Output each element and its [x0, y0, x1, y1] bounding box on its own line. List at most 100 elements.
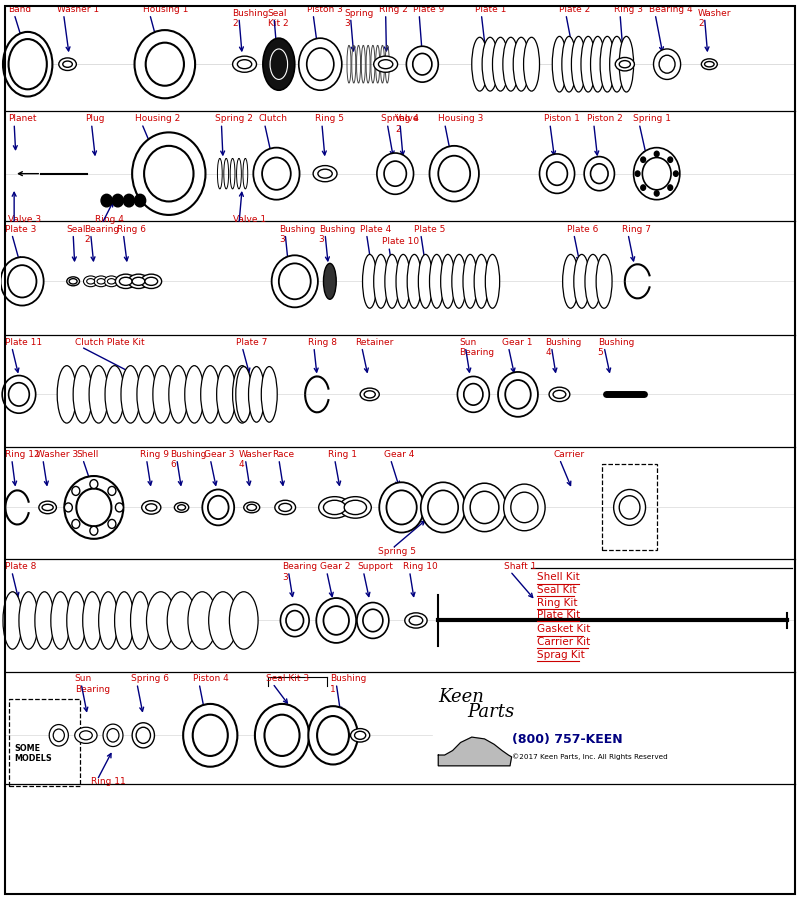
- Text: Ring 9: Ring 9: [140, 450, 169, 459]
- Ellipse shape: [146, 42, 184, 86]
- Ellipse shape: [641, 157, 646, 162]
- Circle shape: [134, 194, 146, 207]
- Ellipse shape: [8, 266, 37, 298]
- Text: Plate 10: Plate 10: [382, 238, 419, 247]
- Ellipse shape: [154, 51, 176, 76]
- Text: Housing 2: Housing 2: [135, 114, 181, 123]
- Ellipse shape: [323, 606, 349, 634]
- Text: Ring 3: Ring 3: [614, 5, 642, 14]
- Text: Plug: Plug: [85, 114, 105, 123]
- Ellipse shape: [262, 158, 290, 190]
- Ellipse shape: [405, 613, 427, 628]
- Text: Plate 4: Plate 4: [360, 225, 391, 234]
- Text: (800) 757-KEEN: (800) 757-KEEN: [512, 734, 622, 746]
- Ellipse shape: [119, 277, 132, 285]
- Ellipse shape: [254, 148, 299, 200]
- Ellipse shape: [103, 724, 123, 746]
- Ellipse shape: [571, 36, 586, 92]
- Ellipse shape: [635, 171, 640, 176]
- Ellipse shape: [146, 592, 175, 649]
- Text: Plate 2: Plate 2: [559, 5, 590, 14]
- Ellipse shape: [74, 727, 97, 743]
- Ellipse shape: [114, 592, 134, 649]
- Ellipse shape: [463, 255, 478, 308]
- Ellipse shape: [634, 148, 680, 200]
- Ellipse shape: [379, 482, 424, 533]
- Ellipse shape: [421, 482, 466, 533]
- Text: Gear 2: Gear 2: [320, 562, 350, 572]
- Ellipse shape: [360, 388, 379, 400]
- Text: Carrier: Carrier: [553, 450, 584, 459]
- Text: Ring 8: Ring 8: [307, 338, 337, 346]
- Text: Housing 1: Housing 1: [143, 5, 189, 14]
- Ellipse shape: [64, 476, 123, 539]
- Text: Plate 1: Plate 1: [475, 5, 506, 14]
- Ellipse shape: [73, 365, 92, 423]
- Ellipse shape: [584, 157, 614, 191]
- Ellipse shape: [35, 592, 54, 649]
- Ellipse shape: [145, 277, 158, 285]
- Ellipse shape: [66, 592, 86, 649]
- Ellipse shape: [378, 59, 393, 68]
- Ellipse shape: [202, 490, 234, 526]
- Text: Bushing
2: Bushing 2: [233, 9, 269, 28]
- Ellipse shape: [506, 380, 530, 409]
- Ellipse shape: [581, 36, 595, 92]
- Ellipse shape: [167, 592, 196, 649]
- Text: Washer 3: Washer 3: [37, 450, 78, 459]
- Ellipse shape: [458, 376, 490, 412]
- Text: Seal: Seal: [66, 225, 86, 234]
- Ellipse shape: [339, 497, 371, 518]
- Ellipse shape: [641, 184, 646, 190]
- Text: Sun
Bearing: Sun Bearing: [459, 338, 494, 357]
- Ellipse shape: [413, 53, 432, 75]
- Text: Parts: Parts: [468, 703, 515, 721]
- Text: Bushing
6: Bushing 6: [170, 450, 206, 470]
- Text: Bushing
3: Bushing 3: [279, 225, 315, 244]
- Ellipse shape: [357, 602, 389, 638]
- Text: Shaft 1: Shaft 1: [504, 562, 536, 572]
- Ellipse shape: [350, 729, 370, 742]
- Ellipse shape: [244, 502, 260, 513]
- Ellipse shape: [69, 279, 77, 284]
- Ellipse shape: [144, 146, 194, 202]
- Ellipse shape: [72, 486, 80, 495]
- Text: Shell Kit: Shell Kit: [537, 572, 580, 582]
- Ellipse shape: [313, 166, 337, 182]
- Ellipse shape: [470, 491, 499, 524]
- Circle shape: [112, 194, 123, 207]
- Text: Washer 1: Washer 1: [57, 5, 99, 14]
- Ellipse shape: [482, 37, 498, 91]
- Ellipse shape: [642, 158, 671, 190]
- Text: Spring 6: Spring 6: [130, 674, 169, 683]
- Ellipse shape: [90, 480, 98, 489]
- Text: Ring 10: Ring 10: [403, 562, 438, 572]
- Ellipse shape: [107, 729, 119, 742]
- Bar: [10, 699, 79, 786]
- Text: Gear 4: Gear 4: [384, 450, 414, 459]
- Text: Support: Support: [357, 562, 393, 572]
- Ellipse shape: [562, 36, 576, 92]
- Ellipse shape: [585, 255, 601, 308]
- Text: Piston 4: Piston 4: [193, 674, 229, 683]
- Ellipse shape: [659, 55, 675, 73]
- Ellipse shape: [668, 184, 673, 190]
- Ellipse shape: [72, 519, 80, 528]
- Ellipse shape: [201, 365, 220, 423]
- Ellipse shape: [97, 279, 105, 284]
- Text: Clutch: Clutch: [258, 114, 287, 123]
- Text: Ring 12: Ring 12: [6, 450, 40, 459]
- Ellipse shape: [233, 56, 257, 72]
- Ellipse shape: [374, 255, 388, 308]
- Ellipse shape: [134, 30, 195, 98]
- Ellipse shape: [57, 365, 76, 423]
- Ellipse shape: [154, 157, 184, 191]
- Ellipse shape: [452, 255, 466, 308]
- Text: Bushing
4: Bushing 4: [545, 338, 582, 357]
- Ellipse shape: [132, 723, 154, 748]
- Ellipse shape: [83, 276, 98, 287]
- Ellipse shape: [79, 731, 92, 740]
- Ellipse shape: [549, 387, 570, 401]
- Ellipse shape: [596, 255, 612, 308]
- Ellipse shape: [2, 375, 36, 413]
